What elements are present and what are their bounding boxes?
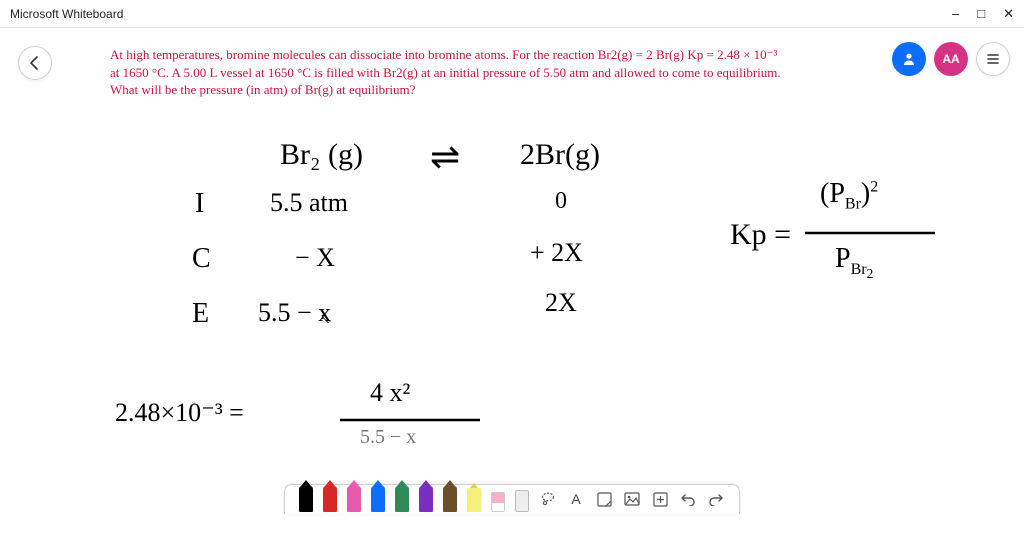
plus-box-icon <box>653 492 668 507</box>
kp-denominator: PBr2 <box>835 243 873 282</box>
pen-pink[interactable] <box>347 486 361 512</box>
kp-fraction-bar <box>805 228 935 238</box>
undo-icon <box>680 492 696 506</box>
pen-black[interactable] <box>299 486 313 512</box>
eq2-num: 4 x² <box>370 378 410 408</box>
minimize-button[interactable]: – <box>952 6 959 21</box>
pen-purple[interactable] <box>419 486 433 512</box>
title-bar: Microsoft Whiteboard – □ ✕ <box>0 0 1024 28</box>
ice-E-label: E <box>192 298 209 330</box>
kp-numerator: (PBr)2 <box>820 178 878 214</box>
undo-button[interactable] <box>679 490 697 508</box>
highlighter-tool[interactable] <box>467 488 481 512</box>
user-initials: AA <box>942 52 959 66</box>
eq2-lhs: 2.48×10⁻³ = <box>115 398 244 428</box>
eq-br2: Br₂ (g) <box>280 138 363 172</box>
user-avatar[interactable]: AA <box>934 42 968 76</box>
ice-I-br: 0 <box>555 188 567 215</box>
eq2-den: 5.5 − x <box>360 426 416 449</box>
text-tool-label: A <box>571 491 580 507</box>
pen-green[interactable] <box>395 486 409 512</box>
redo-icon <box>708 492 724 506</box>
whiteboard-canvas[interactable]: AA At high temperatures, bromine molecul… <box>0 28 1024 514</box>
settings-menu-button[interactable] <box>976 42 1010 76</box>
add-tool[interactable] <box>651 490 669 508</box>
ice-E-br: 2X <box>545 288 577 318</box>
window-controls: – □ ✕ <box>952 6 1014 22</box>
hamburger-icon <box>985 51 1001 67</box>
note-icon <box>597 492 612 507</box>
pen-brown[interactable] <box>443 486 457 512</box>
kp-label: Kp = <box>730 218 791 252</box>
back-button[interactable] <box>18 46 52 80</box>
pen-blue[interactable] <box>371 486 385 512</box>
problem-statement: At high temperatures, bromine molecules … <box>110 46 790 99</box>
ice-C-br2: − X <box>295 243 335 273</box>
pen-red[interactable] <box>323 486 337 512</box>
person-icon <box>901 51 917 67</box>
eq-2br: 2Br(g) <box>520 138 600 172</box>
ice-I-br2: 5.5 atm <box>270 188 348 218</box>
maximize-button[interactable]: □ <box>977 6 985 21</box>
image-tool[interactable] <box>623 490 641 508</box>
pen-toolbar: A <box>284 484 740 514</box>
ruler-tool[interactable] <box>515 490 529 512</box>
image-icon <box>624 492 640 506</box>
top-right-controls: AA <box>892 42 1010 76</box>
eq-arrow: ⇌ <box>430 136 460 178</box>
ice-C-label: C <box>192 243 211 275</box>
ice-C-br: + 2X <box>530 238 583 268</box>
lasso-icon <box>540 491 556 507</box>
redo-button[interactable] <box>707 490 725 508</box>
invite-button[interactable] <box>892 42 926 76</box>
arrow-left-icon <box>27 55 43 71</box>
eraser-tool[interactable] <box>491 492 505 512</box>
text-tool[interactable]: A <box>567 490 585 508</box>
ice-I-label: I <box>195 188 204 220</box>
cursor-arrow: ⇖ <box>320 311 332 328</box>
note-tool[interactable] <box>595 490 613 508</box>
close-button[interactable]: ✕ <box>1003 6 1014 22</box>
app-title: Microsoft Whiteboard <box>10 7 123 21</box>
eq2-fraction-bar <box>340 416 480 424</box>
lasso-tool[interactable] <box>539 490 557 508</box>
